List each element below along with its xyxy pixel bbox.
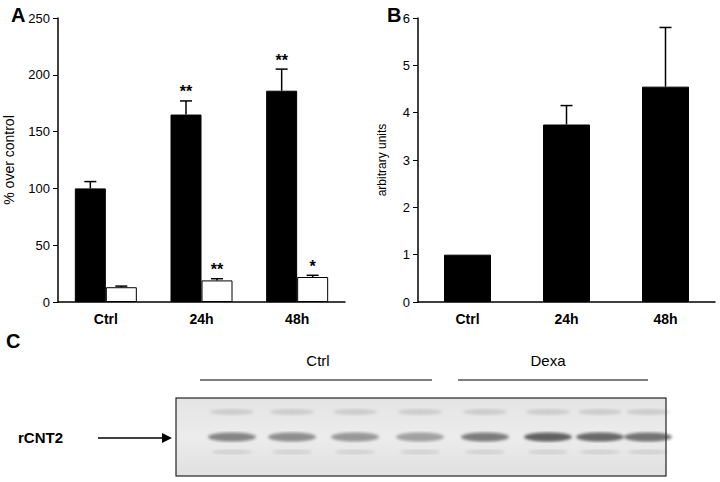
svg-text:0: 0 [403,295,410,310]
svg-text:Ctrl: Ctrl [306,352,329,369]
svg-text:150: 150 [28,124,50,139]
svg-text:*: * [310,258,317,275]
svg-text:2: 2 [403,200,410,215]
svg-text:24h: 24h [554,311,578,327]
svg-text:Ctrl: Ctrl [94,311,118,327]
svg-text:B: B [387,4,401,26]
svg-text:**: ** [180,83,193,100]
svg-text:A: A [11,4,25,26]
svg-text:6: 6 [403,11,410,26]
svg-text:arbitrary units: arbitrary units [375,124,389,197]
svg-text:0: 0 [43,295,50,310]
svg-text:C: C [6,330,20,352]
svg-text:rCNT2: rCNT2 [18,429,63,446]
svg-text:250: 250 [28,11,50,26]
svg-text:200: 200 [28,67,50,82]
svg-text:% over control: % over control [1,115,17,204]
svg-text:100: 100 [28,181,50,196]
svg-text:24h: 24h [189,311,213,327]
svg-text:Dexa: Dexa [530,352,566,369]
svg-text:5: 5 [403,58,410,73]
svg-text:**: ** [211,261,224,278]
svg-text:50: 50 [36,238,50,253]
svg-text:1: 1 [403,247,410,262]
svg-text:48h: 48h [285,311,309,327]
svg-text:4: 4 [403,105,410,120]
svg-text:48h: 48h [653,311,677,327]
svg-text:3: 3 [403,153,410,168]
svg-text:**: ** [275,52,288,69]
svg-text:Ctrl: Ctrl [455,311,479,327]
